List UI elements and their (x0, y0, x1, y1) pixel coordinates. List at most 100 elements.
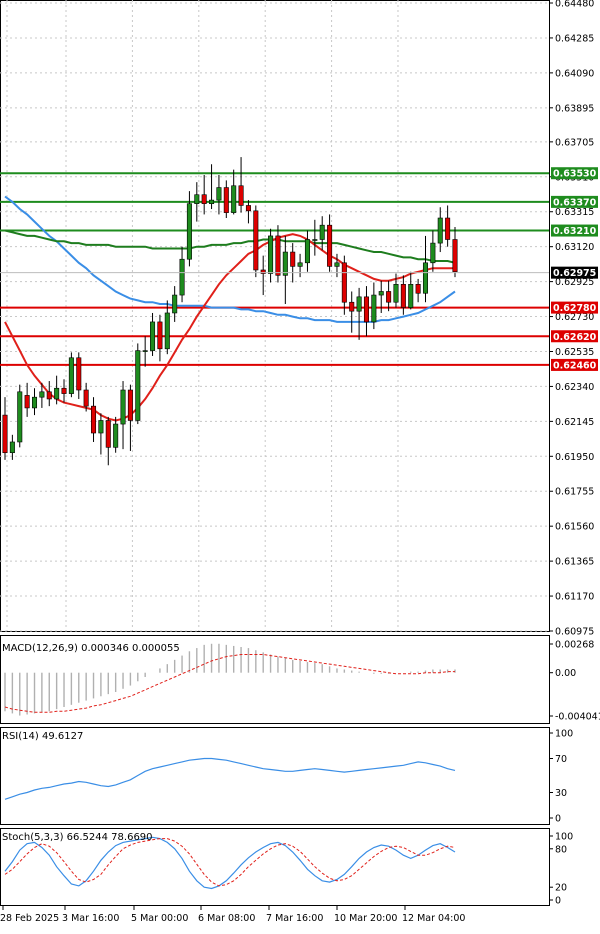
resistance-label-bg (551, 224, 598, 237)
rsi-panel: 100 70 30 0 (4, 729, 573, 825)
current-price-text: 0.62975 (553, 268, 596, 279)
candle-down (76, 357, 82, 391)
candle-up (356, 296, 362, 312)
candle-up (150, 321, 156, 351)
candle-down (290, 251, 296, 267)
candle-up (430, 242, 436, 264)
candle-up (39, 391, 45, 398)
stoch-d-line (4, 838, 456, 887)
x-tick-label: 12 Mar 04:00 (402, 913, 465, 924)
candle-up (393, 284, 399, 303)
x-tick-label: 3 Mar 16:00 (62, 913, 119, 924)
y-tick-label: 0.63120 (555, 242, 594, 253)
x-tick-label: 6 Mar 08:00 (198, 913, 255, 924)
candle-up (422, 262, 429, 294)
x-tick-label: 7 Mar 16:00 (266, 913, 323, 924)
candle-up (54, 387, 60, 400)
candle-up (135, 350, 141, 421)
candle-down (245, 205, 251, 212)
support-label-bg (551, 301, 598, 314)
candle-up (120, 389, 126, 425)
candle-down (127, 389, 133, 421)
x-tick-label: 28 Feb 2025 (0, 913, 59, 924)
candle-down (61, 387, 67, 394)
candle-down (400, 284, 406, 308)
candle-down (415, 284, 421, 294)
stoch-label: Stoch(5,3,3) 66.5244 78.6690 (2, 832, 153, 843)
macd-signal-line (4, 654, 455, 713)
candle-down (349, 301, 355, 312)
y-tick-label: 0.64480 (555, 0, 594, 10)
candle-down (363, 296, 369, 323)
current-price-bg (551, 266, 598, 279)
ma-blue-line (4, 195, 456, 323)
resistance-label: 0.63210 (553, 226, 597, 237)
rsi-y-tick-label: 70 (555, 754, 567, 765)
support-label-bg (551, 358, 598, 371)
candle-down (452, 239, 458, 273)
candle-down (223, 187, 229, 213)
candle-up (113, 423, 119, 448)
candle-down (46, 391, 52, 400)
resistance-label: 0.63530 (553, 169, 597, 180)
support-label: 0.62620 (553, 332, 597, 343)
current-price-label: 0.62975 (0, 266, 598, 279)
macd-panel-border (0, 635, 550, 724)
support-resistance-labels: 0.63530 0.63370 0.63210 0.62780 0.62620 0.624… (551, 167, 598, 371)
candle-up (371, 294, 377, 323)
resistance-label: 0.63370 (553, 197, 597, 208)
y-tick-label: 0.62145 (555, 417, 594, 428)
candle-down (260, 269, 266, 274)
rsi-y-tick-label: 0 (555, 814, 561, 825)
y-tick-label: 0.60975 (555, 627, 594, 638)
candle-up (68, 357, 74, 394)
y-tick-label: 0.61170 (555, 592, 594, 603)
stoch-y-tick-label: 80 (555, 844, 567, 855)
rsi-y-tick-label: 100 (555, 729, 573, 740)
stoch-y-tick-label: 20 (555, 883, 567, 894)
macd-y-tick-label: 0.00 (555, 668, 576, 679)
macd-label: MACD(12,26,9) 0.000346 0.000055 (2, 643, 180, 654)
macd-y-tick-label: 0.00268 (555, 640, 594, 651)
ma-green-line (4, 229, 456, 264)
candle-down (445, 217, 451, 240)
candle-down (83, 389, 89, 407)
candle-up (194, 194, 200, 204)
support-label: 0.62460 (553, 360, 597, 371)
stoch-panel-border (0, 828, 550, 906)
candle-up (297, 262, 303, 267)
rsi-line (4, 757, 456, 800)
moving-averages (4, 195, 456, 422)
resistance-label-bg (551, 167, 598, 180)
candle-up (179, 258, 185, 296)
rsi-y-tick-label: 30 (555, 788, 567, 799)
candle-down (253, 210, 259, 271)
candle-up (31, 396, 38, 409)
candle-up (282, 251, 288, 276)
x-tick-label: 10 Mar 20:00 (334, 913, 397, 924)
y-tick-label: 0.63895 (555, 103, 594, 114)
candle-down (24, 395, 30, 409)
candle-down (238, 185, 244, 206)
y-tick-label: 0.62340 (555, 382, 594, 393)
candle-down (327, 224, 333, 267)
candle-up (304, 239, 310, 264)
y-tick-label: 0.62535 (555, 347, 594, 358)
candle-up (319, 224, 325, 240)
candle-up (334, 262, 340, 267)
candle-up (9, 441, 15, 454)
ma-red-line (4, 233, 455, 422)
support-label-bg (551, 330, 598, 343)
y-tick-label: 0.61950 (555, 452, 594, 463)
main-gridlines (0, 0, 549, 632)
y-tick-label: 0.63705 (555, 137, 594, 148)
candle-up (312, 239, 318, 241)
candle-down (157, 321, 163, 350)
candle-up (231, 185, 237, 213)
candle-up (98, 420, 104, 434)
candle-down (341, 262, 347, 303)
y-tick-label: 0.64285 (555, 33, 594, 44)
candle-down (201, 194, 207, 204)
